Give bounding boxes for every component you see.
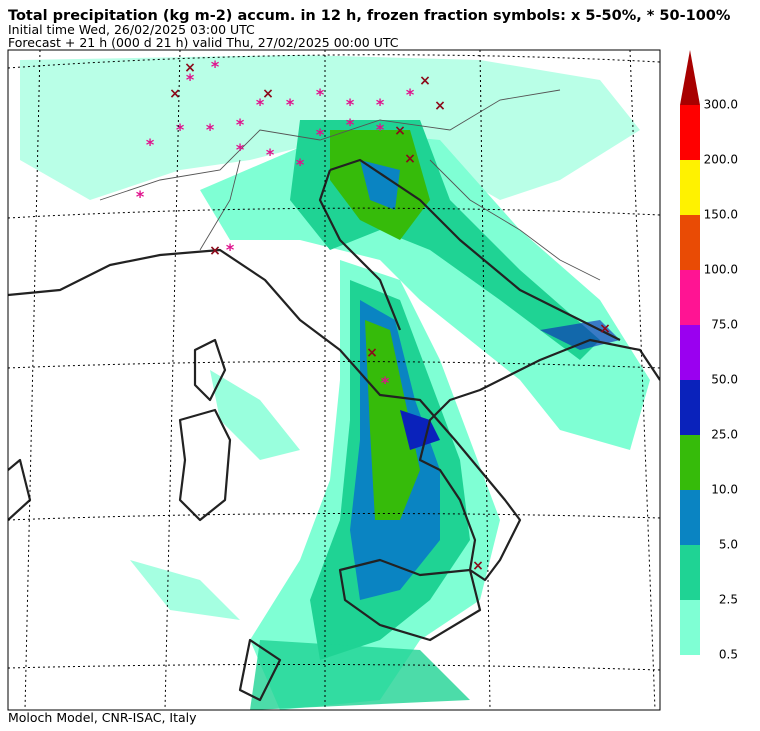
svg-text:*: * (176, 120, 185, 139)
colorbar-label: 100.0 (704, 263, 738, 277)
forecast-time: Forecast + 21 h (000 d 21 h) valid Thu, … (8, 35, 399, 50)
svg-text:×: × (169, 86, 181, 102)
svg-text:*: * (266, 145, 275, 164)
svg-text:×: × (404, 151, 416, 167)
svg-text:×: × (472, 558, 484, 574)
colorbar-band (680, 160, 700, 215)
svg-text:*: * (406, 85, 415, 104)
colorbar-label: 75.0 (711, 318, 738, 332)
coastlines (8, 158, 660, 702)
svg-text:×: × (434, 98, 446, 114)
svg-text:×: × (184, 60, 196, 76)
colorbar-label: 300.0 (704, 98, 738, 112)
svg-text:*: * (186, 70, 195, 89)
svg-text:×: × (209, 243, 221, 259)
colorbar-band (680, 270, 700, 325)
colorbar-band (680, 545, 700, 600)
initial-time: Initial time Wed, 26/02/2025 03:00 UTC (8, 22, 255, 37)
title: Total precipitation (kg m-2) accum. in 1… (8, 8, 731, 24)
svg-text:*: * (286, 95, 295, 114)
svg-text:*: * (346, 95, 355, 114)
colorbar-overflow (680, 50, 700, 105)
frozen-symbols: ** * ** *** **** ********* ××××××××××× (136, 57, 611, 574)
colorbar-band (680, 325, 700, 380)
colorbar-label: 25.0 (711, 428, 738, 442)
colorbar-band (680, 215, 700, 270)
colorbar-band (680, 490, 700, 545)
colorbar-band (680, 600, 700, 655)
colorbar-label: 200.0 (704, 153, 738, 167)
colorbar: 0.5 2.5 5.0 10.0 25.0 50.0 75.0 100.0 150.0 200.0… (680, 50, 738, 662)
colorbar-label: 10.0 (711, 483, 738, 497)
svg-text:*: * (136, 187, 145, 206)
svg-text:×: × (599, 321, 611, 337)
map-frame (7, 49, 661, 711)
svg-text:×: × (262, 86, 274, 102)
colorbar-label: 50.0 (711, 373, 738, 387)
precipitation-field (20, 55, 650, 710)
borders (99, 89, 601, 281)
svg-text:*: * (346, 115, 355, 134)
svg-text:*: * (316, 125, 325, 144)
svg-text:*: * (376, 95, 385, 114)
colorbar-label: 2.5 (719, 593, 738, 607)
svg-text:×: × (394, 123, 406, 139)
svg-text:*: * (381, 373, 390, 392)
svg-text:*: * (146, 135, 155, 154)
svg-text:*: * (211, 57, 220, 76)
svg-text:*: * (316, 85, 325, 104)
map: ** * ** *** **** ********* ××××××××××× (7, 49, 661, 711)
svg-text:*: * (296, 155, 305, 174)
svg-text:*: * (236, 115, 245, 134)
svg-text:*: * (256, 95, 265, 114)
svg-text:×: × (419, 73, 431, 89)
colorbar-label: 0.5 (719, 648, 738, 662)
svg-text:×: × (366, 345, 378, 361)
colorbar-label: 5.0 (719, 538, 738, 552)
colorbar-band (680, 435, 700, 490)
colorbar-band (680, 105, 700, 160)
svg-text:*: * (236, 140, 245, 159)
graticule (7, 49, 661, 711)
svg-text:*: * (376, 120, 385, 139)
svg-text:*: * (226, 240, 235, 259)
svg-text:*: * (206, 120, 215, 139)
footer: Moloch Model, CNR-ISAC, Italy (8, 710, 197, 725)
colorbar-band (680, 380, 700, 435)
colorbar-label: 150.0 (704, 208, 738, 222)
